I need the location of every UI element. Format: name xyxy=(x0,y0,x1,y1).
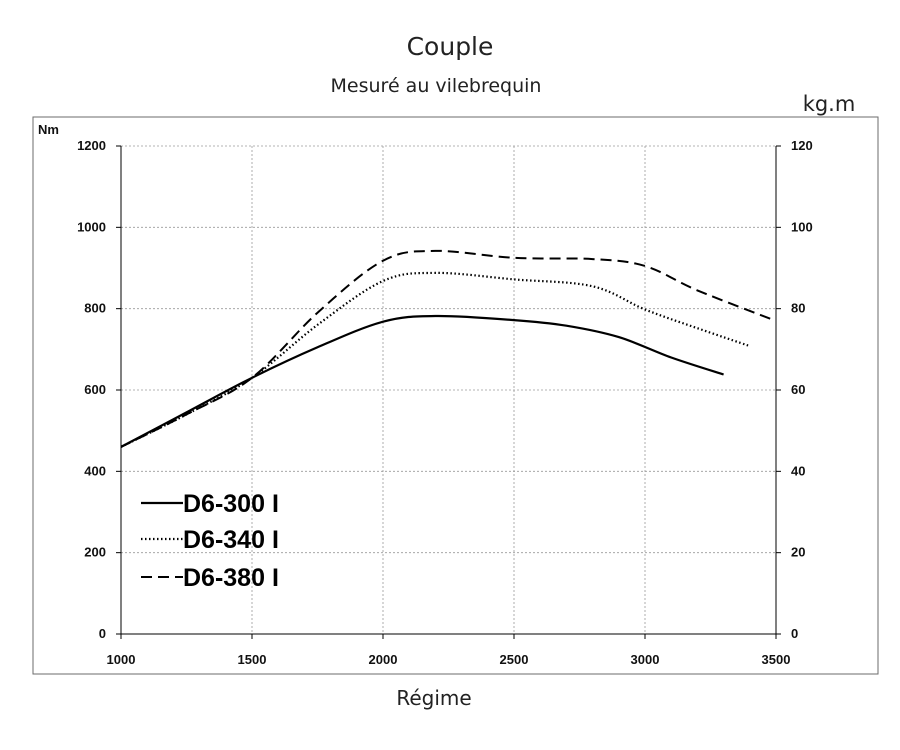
legend-label: D6-340 I xyxy=(183,526,279,554)
y-tick-label: 1200 xyxy=(77,138,106,153)
x-tick-label: 1500 xyxy=(238,652,267,667)
series-lines xyxy=(120,249,777,448)
x-tick-label: 1000 xyxy=(107,652,136,667)
y-tick-label: 200 xyxy=(84,545,106,560)
x-tick-label: 2500 xyxy=(500,652,529,667)
y-tick-label: 600 xyxy=(84,382,106,397)
y-right-tick-label: 60 xyxy=(791,382,805,397)
tick-labels: 0 200 400 600 800 1000 1200 0 20 40 60 80 100 120 1000… xyxy=(77,138,813,667)
chart-area-border xyxy=(32,116,879,675)
left-axis-unit-label: Nm xyxy=(38,122,59,137)
y-tick-label: 1000 xyxy=(77,219,106,234)
right-axis-unit-label: kg.m xyxy=(803,92,856,116)
y-right-tick-label: 120 xyxy=(791,138,813,153)
y-right-tick-label: 0 xyxy=(791,626,798,641)
x-axis-label: Régime xyxy=(396,686,471,710)
y-right-tick-label: 20 xyxy=(791,545,805,560)
y-right-tick-label: 80 xyxy=(791,301,805,316)
gridlines xyxy=(121,145,776,634)
legend-label: D6-300 I xyxy=(183,490,279,518)
y-tick-label: 400 xyxy=(84,463,106,478)
legend: D6-300 I D6-340 I D6-380 I xyxy=(141,490,279,592)
chart-subtitle: Mesuré au vilebrequin xyxy=(331,75,542,97)
series-line-d6-340-i xyxy=(120,271,751,448)
series-line-d6-300-i xyxy=(120,314,724,448)
y-tick-label: 800 xyxy=(84,301,106,316)
axes xyxy=(116,145,781,639)
y-tick-label: 0 xyxy=(99,626,106,641)
chart-title: Couple xyxy=(407,32,494,61)
x-tick-label: 3500 xyxy=(762,652,791,667)
legend-label: D6-380 I xyxy=(183,564,279,592)
series-line-d6-380-i xyxy=(120,249,777,448)
x-tick-label: 2000 xyxy=(369,652,398,667)
x-tick-label: 3000 xyxy=(631,652,660,667)
y-right-tick-label: 40 xyxy=(791,463,805,478)
y-right-tick-label: 100 xyxy=(791,219,813,234)
